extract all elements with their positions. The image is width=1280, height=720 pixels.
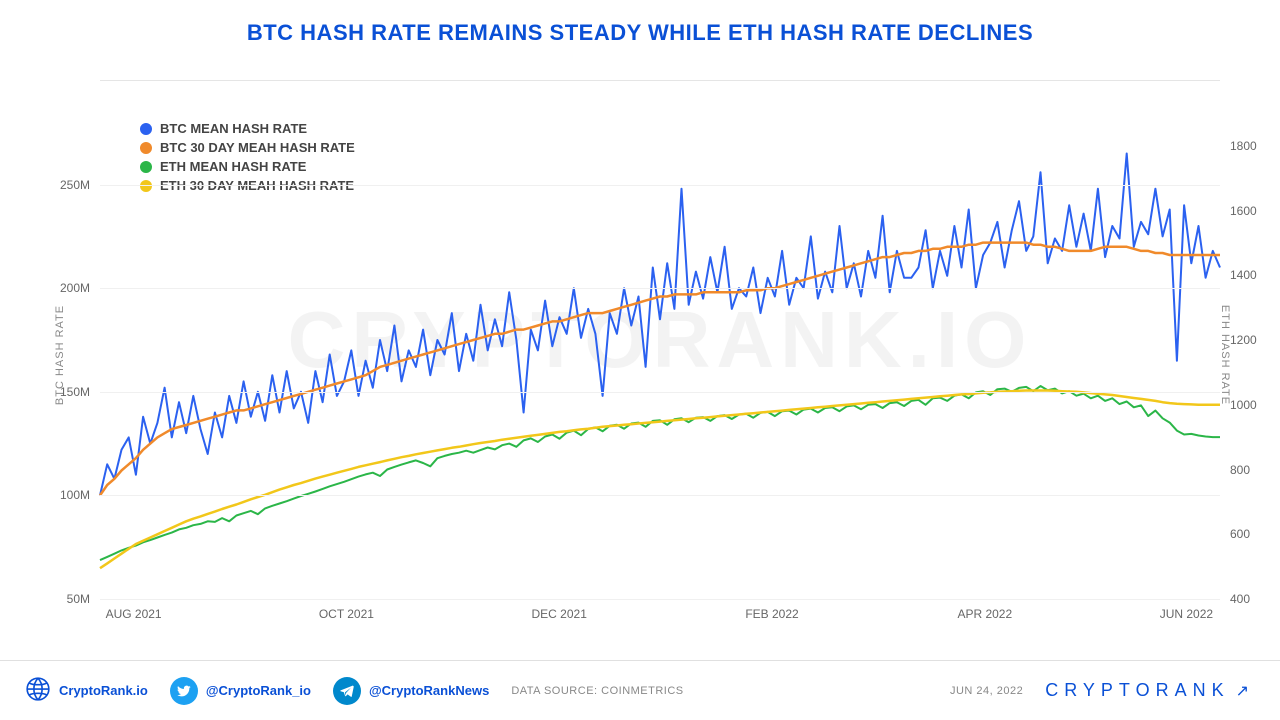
legend-label: BTC 30 DAY MEAH HASH RATE — [160, 140, 355, 155]
chart-area: BTC HASH RATE ETH HASH RATE CRYPTORANK.I… — [100, 80, 1220, 630]
website-label: CryptoRank.io — [59, 683, 148, 698]
legend-item: BTC MEAN HASH RATE — [140, 121, 355, 136]
twitter-label: @CryptoRank_io — [206, 683, 311, 698]
gridline — [100, 599, 1220, 600]
y-right-tick-label: 1600 — [1230, 204, 1270, 218]
chart-title: BTC HASH RATE REMAINS STEADY WHILE ETH H… — [0, 0, 1280, 56]
footer-date: JUN 24, 2022 — [950, 685, 1023, 697]
gridline — [100, 392, 1220, 393]
gridline — [100, 185, 1220, 186]
brand-logo[interactable]: CRYPTORANK ↗ — [1045, 680, 1255, 701]
x-tick-label: DEC 2021 — [532, 607, 587, 621]
x-tick-label: APR 2022 — [957, 607, 1012, 621]
series-line — [100, 154, 1220, 496]
gridline — [100, 288, 1220, 289]
y-left-tick-label: 250M — [45, 178, 90, 192]
y-right-tick-label: 1400 — [1230, 268, 1270, 282]
telegram-label: @CryptoRankNews — [369, 683, 489, 698]
legend-color-dot — [140, 161, 152, 173]
data-source: DATA SOURCE: COINMETRICS — [511, 685, 683, 697]
x-tick-label: JUN 2022 — [1160, 607, 1213, 621]
y-right-tick-label: 800 — [1230, 463, 1270, 477]
y-left-tick-label: 50M — [45, 592, 90, 606]
gridline — [100, 495, 1220, 496]
twitter-icon — [170, 677, 198, 705]
website-link[interactable]: CryptoRank.io — [25, 676, 148, 705]
legend-color-dot — [140, 142, 152, 154]
legend: BTC MEAN HASH RATE BTC 30 DAY MEAH HASH R… — [140, 121, 355, 197]
twitter-link[interactable]: @CryptoRank_io — [170, 677, 311, 705]
legend-item: BTC 30 DAY MEAH HASH RATE — [140, 140, 355, 155]
y-left-tick-label: 150M — [45, 385, 90, 399]
y-right-tick-label: 1800 — [1230, 139, 1270, 153]
plot-area: CRYPTORANK.IO BTC MEAN HASH RATEBTC 30 D… — [100, 80, 1220, 600]
legend-label: ETH MEAN HASH RATE — [160, 159, 306, 174]
series-line — [100, 391, 1220, 569]
y-left-tick-label: 200M — [45, 281, 90, 295]
x-tick-label: AUG 2021 — [106, 607, 162, 621]
y-axis-right-title: ETH HASH RATE — [1219, 305, 1231, 405]
y-right-tick-label: 1200 — [1230, 333, 1270, 347]
telegram-icon — [333, 677, 361, 705]
x-tick-label: FEB 2022 — [745, 607, 798, 621]
telegram-link[interactable]: @CryptoRankNews — [333, 677, 489, 705]
brand-text: CRYPTORANK — [1045, 680, 1229, 701]
y-right-tick-label: 1000 — [1230, 398, 1270, 412]
x-tick-label: OCT 2021 — [319, 607, 374, 621]
legend-item: ETH MEAN HASH RATE — [140, 159, 355, 174]
series-line — [100, 386, 1220, 560]
globe-icon — [25, 676, 51, 705]
external-link-icon: ↗ — [1236, 681, 1255, 701]
legend-label: BTC MEAN HASH RATE — [160, 121, 307, 136]
y-right-tick-label: 400 — [1230, 592, 1270, 606]
y-right-tick-label: 600 — [1230, 527, 1270, 541]
series-line — [100, 243, 1220, 496]
legend-color-dot — [140, 123, 152, 135]
y-left-tick-label: 100M — [45, 488, 90, 502]
footer: CryptoRank.io @CryptoRank_io @CryptoRank… — [0, 660, 1280, 720]
